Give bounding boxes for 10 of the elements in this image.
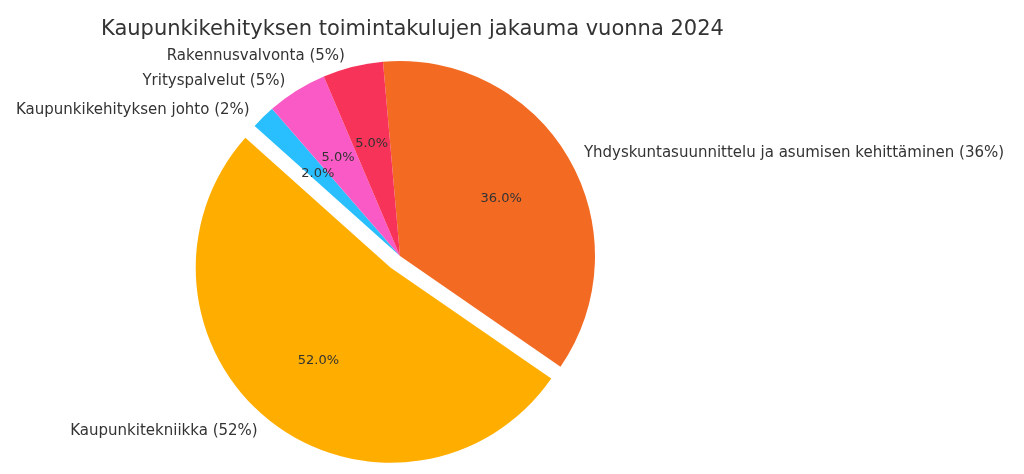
slice-label: Yhdyskuntasuunnittelu ja asumisen kehittäminen (36%) [582,142,1005,161]
slice-label: Rakennusvalvonta (5%) [166,46,345,65]
slice-label: Kaupunkikehityksen johto (2%) [15,99,250,118]
data-label: 5.0% [355,134,389,150]
chart-title: Kaupunkikehityksen toimintakulujen jakauma vuonna 2024 [101,15,724,40]
data-label: 52.0% [297,352,340,368]
data-label: 5.0% [321,149,355,165]
slice-label: Yrityspalvelut (5%) [141,71,286,90]
data-label: 36.0% [480,189,522,205]
slice-label: Kaupunkitekniikka (52%) [70,421,258,440]
